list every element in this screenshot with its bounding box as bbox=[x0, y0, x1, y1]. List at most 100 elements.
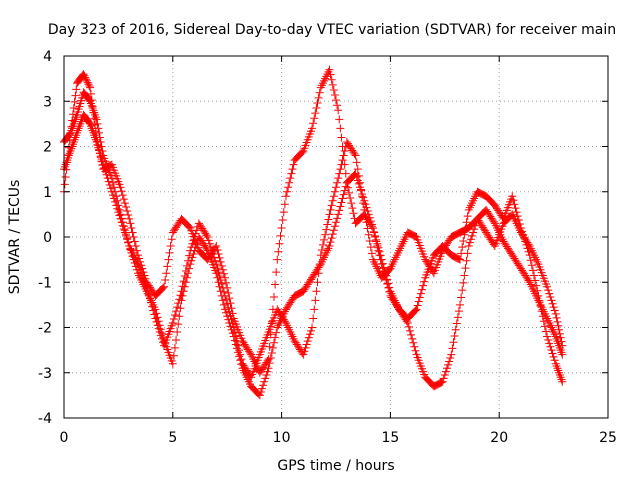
data-point bbox=[221, 291, 230, 300]
data-point bbox=[526, 256, 535, 265]
data-point bbox=[289, 160, 298, 169]
y-tick-label: 2 bbox=[43, 140, 52, 156]
data-point bbox=[326, 205, 335, 214]
data-point bbox=[414, 297, 423, 306]
data-point bbox=[168, 318, 177, 327]
y-tick-label: -3 bbox=[38, 366, 52, 382]
data-point bbox=[305, 330, 314, 339]
data-point bbox=[405, 326, 414, 335]
data-point bbox=[164, 255, 173, 264]
data-point bbox=[374, 243, 383, 252]
data-point bbox=[540, 322, 549, 331]
data-point bbox=[558, 377, 567, 386]
data-point bbox=[260, 377, 269, 386]
data-point bbox=[108, 191, 117, 200]
data-point bbox=[219, 269, 228, 278]
data-point bbox=[440, 371, 449, 380]
data-point bbox=[464, 242, 473, 251]
data-point bbox=[212, 260, 221, 269]
data-point bbox=[313, 98, 322, 107]
data-point bbox=[225, 294, 234, 303]
data-point bbox=[308, 323, 317, 332]
data-point bbox=[384, 279, 393, 288]
data-point bbox=[333, 101, 342, 110]
data-point bbox=[458, 243, 467, 252]
data-point bbox=[273, 255, 282, 264]
data-point bbox=[448, 344, 457, 353]
data-point bbox=[326, 70, 335, 79]
data-point bbox=[178, 282, 187, 291]
data-point bbox=[224, 303, 233, 312]
data-point bbox=[162, 269, 171, 278]
data-point bbox=[211, 256, 220, 265]
data-point bbox=[83, 78, 92, 87]
data-point bbox=[335, 206, 344, 215]
data-point bbox=[287, 169, 296, 178]
data-point bbox=[255, 391, 264, 400]
data-point bbox=[275, 239, 284, 248]
data-point bbox=[222, 295, 231, 304]
data-point bbox=[465, 238, 474, 247]
data-point bbox=[169, 315, 178, 324]
data-point bbox=[263, 367, 272, 376]
data-point bbox=[550, 306, 559, 315]
data-point bbox=[264, 364, 273, 373]
data-point bbox=[285, 178, 294, 187]
data-point bbox=[547, 296, 556, 305]
data-point bbox=[453, 313, 462, 322]
data-point bbox=[176, 304, 185, 313]
x-tick-label: 25 bbox=[599, 430, 617, 446]
data-point bbox=[86, 89, 95, 98]
data-point bbox=[320, 235, 329, 244]
data-point bbox=[329, 85, 338, 94]
data-point bbox=[122, 231, 131, 240]
data-point bbox=[110, 183, 119, 192]
data-point bbox=[378, 259, 387, 268]
data-point bbox=[354, 179, 363, 188]
data-point bbox=[221, 273, 230, 282]
data-point bbox=[350, 149, 359, 158]
x-tick-label: 20 bbox=[490, 430, 508, 446]
data-point bbox=[261, 374, 270, 383]
data-point bbox=[366, 217, 375, 226]
data-point bbox=[546, 292, 555, 301]
data-point bbox=[187, 243, 196, 252]
data-point bbox=[300, 347, 309, 356]
data-point bbox=[230, 328, 239, 337]
data-point bbox=[110, 194, 119, 203]
series-track-a bbox=[60, 65, 567, 386]
data-point bbox=[332, 218, 340, 227]
data-point bbox=[202, 231, 211, 240]
data-point bbox=[213, 264, 222, 273]
data-point bbox=[324, 215, 333, 224]
data-point bbox=[353, 165, 362, 174]
data-point bbox=[543, 282, 552, 291]
data-point bbox=[271, 333, 280, 342]
data-point bbox=[454, 307, 463, 316]
data-point bbox=[545, 289, 554, 298]
data-point bbox=[558, 341, 567, 350]
data-point bbox=[332, 96, 340, 105]
data-point bbox=[371, 231, 380, 240]
data-point bbox=[372, 235, 381, 244]
data-point bbox=[325, 242, 334, 251]
data-point bbox=[357, 185, 366, 194]
data-point bbox=[452, 319, 461, 328]
data-point bbox=[274, 247, 283, 256]
data-point bbox=[173, 328, 182, 337]
data-point bbox=[549, 352, 558, 361]
data-point bbox=[456, 300, 465, 309]
data-point bbox=[456, 255, 465, 264]
data-point bbox=[170, 343, 179, 352]
data-point bbox=[459, 236, 468, 245]
data-point bbox=[458, 286, 467, 295]
data-point bbox=[468, 231, 476, 240]
data-point bbox=[460, 271, 469, 280]
data-point bbox=[444, 360, 453, 369]
data-point bbox=[126, 219, 135, 228]
data-point bbox=[60, 180, 69, 189]
data-point bbox=[215, 272, 224, 281]
data-point bbox=[317, 246, 326, 255]
data-point bbox=[212, 242, 221, 251]
